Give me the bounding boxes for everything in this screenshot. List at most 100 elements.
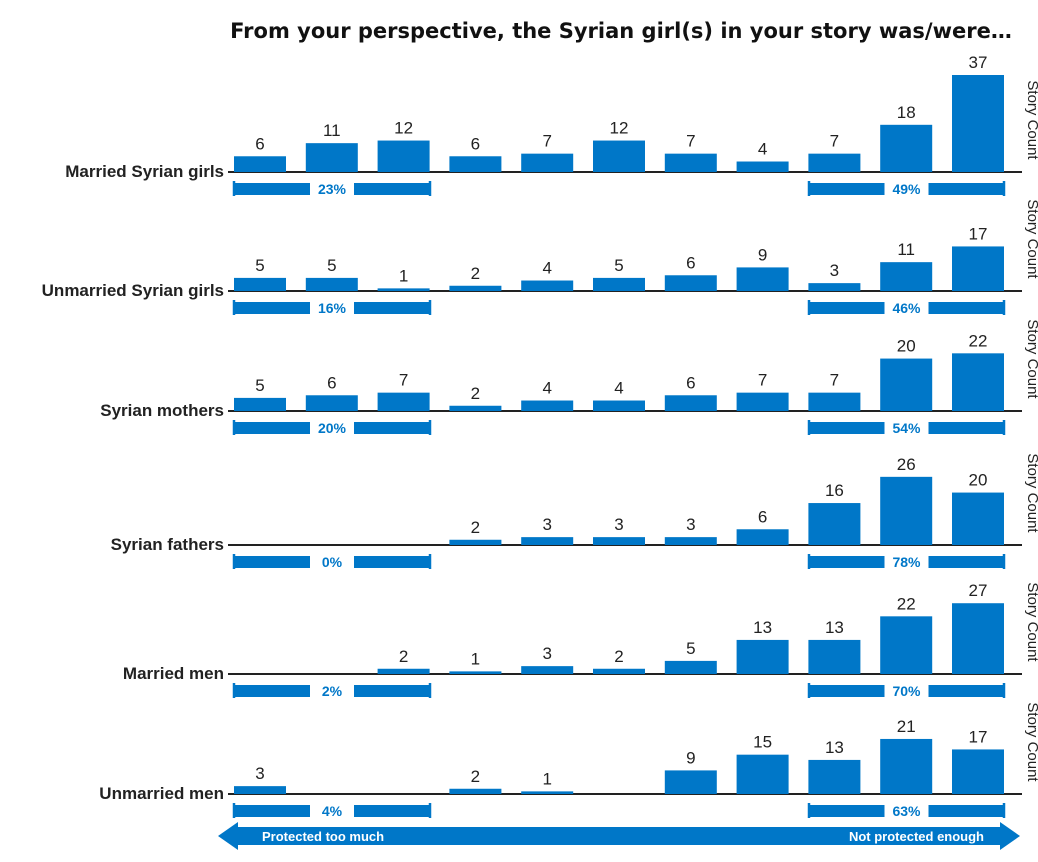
- bar-value-label: 4: [758, 140, 767, 159]
- bar: [521, 666, 574, 674]
- bar-value-label: 7: [830, 371, 839, 390]
- bar-value-label: 20: [969, 471, 988, 490]
- bar: [880, 616, 933, 674]
- bar-value-label: 5: [255, 256, 264, 275]
- bar-value-label: 5: [327, 256, 336, 275]
- bar-value-label: 5: [255, 376, 264, 395]
- bar: [736, 639, 789, 674]
- bar-value-label: 26: [897, 455, 916, 474]
- bar-value-label: 2: [471, 767, 480, 786]
- scale-right-label: Not protected enough: [849, 829, 984, 844]
- left-bracket-bar: [234, 556, 310, 568]
- bar-value-label: 2: [471, 384, 480, 403]
- left-percent-label: 4%: [322, 803, 343, 819]
- bar: [808, 392, 861, 411]
- left-bracket-bar: [234, 183, 310, 195]
- row-label: Married Syrian girls: [65, 162, 224, 181]
- right-bracket-bar: [809, 556, 885, 568]
- bar: [593, 277, 645, 291]
- right-bracket-bar: [809, 183, 885, 195]
- bar-value-label: 2: [614, 647, 623, 666]
- bar-value-label: 5: [686, 639, 695, 658]
- bar-value-label: 15: [753, 733, 772, 752]
- right-percent-label: 63%: [892, 803, 921, 819]
- bar-value-label: 13: [825, 618, 844, 637]
- bar: [234, 277, 286, 291]
- bar-value-label: 7: [399, 371, 408, 390]
- right-percent-label: 46%: [892, 300, 921, 316]
- bar-value-label: 6: [758, 507, 767, 526]
- bar: [736, 392, 789, 411]
- bar: [593, 537, 645, 545]
- bar: [305, 143, 358, 172]
- bar: [521, 153, 574, 172]
- bar: [305, 277, 358, 291]
- bar-value-label: 6: [327, 373, 336, 392]
- bar-value-label: 7: [830, 132, 839, 151]
- bar-value-label: 3: [830, 261, 839, 280]
- scale-left-label: Protected too much: [262, 829, 384, 844]
- bar: [449, 671, 502, 674]
- bar-value-label: 3: [542, 515, 551, 534]
- left-bracket-bar: [354, 805, 430, 817]
- bar-value-label: 1: [542, 769, 551, 788]
- bar: [664, 537, 717, 545]
- story-count-label: Story Count: [1024, 582, 1038, 662]
- right-bracket-bar: [928, 183, 1004, 195]
- bar-value-label: 9: [758, 245, 767, 264]
- bar: [593, 400, 645, 411]
- story-count-label: Story Count: [1024, 319, 1038, 399]
- bar: [952, 603, 1004, 674]
- bar-value-label: 2: [471, 264, 480, 283]
- right-bracket-bar: [928, 805, 1004, 817]
- bar: [234, 156, 286, 172]
- left-bracket-bar: [354, 302, 430, 314]
- left-percent-label: 2%: [322, 683, 343, 699]
- bar: [736, 161, 789, 172]
- bar: [736, 529, 789, 545]
- bar-value-label: 22: [897, 594, 916, 613]
- right-bracket-bar: [928, 556, 1004, 568]
- bar-value-label: 18: [897, 103, 916, 122]
- bar-value-label: 11: [323, 121, 341, 140]
- bar: [234, 397, 286, 411]
- story-count-label: Story Count: [1024, 199, 1038, 279]
- right-percent-label: 70%: [892, 683, 921, 699]
- right-percent-label: 54%: [892, 420, 921, 436]
- bar-value-label: 4: [542, 259, 551, 278]
- bar-value-label: 21: [897, 717, 916, 736]
- bar-value-label: 4: [542, 379, 551, 398]
- bar: [808, 503, 861, 545]
- left-bracket-bar: [234, 422, 310, 434]
- bar: [808, 153, 861, 172]
- bar: [880, 358, 933, 411]
- bar-value-label: 5: [614, 256, 623, 275]
- bar-value-label: 1: [471, 649, 480, 668]
- bar-value-label: 1: [399, 266, 408, 285]
- bar-value-label: 17: [969, 727, 988, 746]
- bar-value-label: 6: [471, 134, 480, 153]
- story-count-label: Story Count: [1024, 453, 1038, 533]
- bar-value-label: 20: [897, 337, 916, 356]
- row-label: Syrian mothers: [100, 401, 224, 420]
- right-bracket-bar: [809, 422, 885, 434]
- bar: [664, 770, 717, 794]
- right-bracket-bar: [809, 805, 885, 817]
- bar-value-label: 17: [969, 224, 988, 243]
- left-percent-label: 0%: [322, 554, 343, 570]
- bar-value-label: 27: [969, 581, 988, 600]
- left-bracket-bar: [234, 302, 310, 314]
- bar: [593, 668, 645, 674]
- bar-value-label: 7: [686, 132, 695, 151]
- bar-value-label: 22: [969, 331, 988, 350]
- left-percent-label: 16%: [318, 300, 347, 316]
- bar-value-label: 3: [542, 644, 551, 663]
- bar: [449, 788, 502, 794]
- row-label: Unmarried Syrian girls: [42, 281, 224, 300]
- bar-value-label: 37: [969, 53, 988, 72]
- bar: [664, 153, 717, 172]
- bar: [880, 262, 933, 291]
- bar-value-label: 3: [614, 515, 623, 534]
